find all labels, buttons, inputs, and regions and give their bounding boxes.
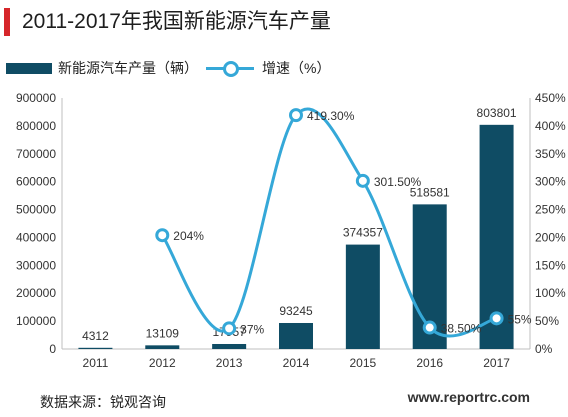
watermark: www.reportrc.com xyxy=(407,389,530,405)
bar-2012 xyxy=(145,345,180,349)
y-right-tick-label: 400% xyxy=(535,119,566,133)
legend-bar-swatch xyxy=(6,63,52,74)
legend-line-label: 增速（%） xyxy=(262,60,331,76)
bar-2015 xyxy=(345,244,380,349)
growth-point-2013 xyxy=(222,321,237,336)
x-tick-label: 2017 xyxy=(483,356,510,370)
bar-label-2017: 803801 xyxy=(477,106,517,120)
x-tick-label: 2013 xyxy=(216,356,243,370)
y-right-tick-label: 150% xyxy=(535,258,566,272)
legend-line-marker xyxy=(223,61,239,77)
bar-label-2014: 93245 xyxy=(279,304,313,318)
y-right-tick-label: 450% xyxy=(535,91,566,105)
y-left-tick-label: 500000 xyxy=(16,203,56,217)
y-left-tick-label: 600000 xyxy=(16,175,56,189)
growth-label-2015: 301.50% xyxy=(374,175,422,189)
y-right-tick-label: 350% xyxy=(535,147,566,161)
y-right-tick-label: 100% xyxy=(535,286,566,300)
growth-point-2015 xyxy=(355,173,370,188)
x-tick-label: 2014 xyxy=(283,356,310,370)
y-left-tick-label: 800000 xyxy=(16,119,56,133)
bar-2011 xyxy=(78,347,113,349)
source-note: 数据来源：锐观咨询 xyxy=(40,394,166,410)
x-tick-label: 2011 xyxy=(83,356,109,370)
bar-2013 xyxy=(212,343,247,349)
y-left-tick-label: 400000 xyxy=(16,230,56,244)
chart-title: 2011-2017年我国新能源汽车产量 xyxy=(22,10,331,33)
x-tick-label: 2012 xyxy=(149,356,176,370)
bar-label-2016: 518581 xyxy=(410,185,450,199)
y-right-tick-label: 50% xyxy=(535,314,559,328)
y-left-tick-label: 900000 xyxy=(16,91,56,105)
x-tick-label: 2015 xyxy=(350,356,377,370)
y-left-tick-label: 100000 xyxy=(16,314,56,328)
legend-bar-label: 新能源汽车产量（辆） xyxy=(58,60,198,76)
growth-point-2016 xyxy=(422,320,437,335)
y-right-tick-label: 0% xyxy=(535,342,553,356)
y-left-tick-label: 0 xyxy=(49,342,56,356)
bar-2014 xyxy=(279,322,313,349)
growth-label-2016: 38.50% xyxy=(441,322,482,336)
growth-point-2012 xyxy=(155,228,170,243)
bar-label-2011: 4312 xyxy=(82,329,109,343)
title-accent-bar xyxy=(4,8,10,36)
y-left-tick-label: 300000 xyxy=(16,258,56,272)
x-tick-label: 2016 xyxy=(416,356,443,370)
growth-label-2012: 204% xyxy=(173,229,204,243)
growth-point-2014 xyxy=(289,108,303,123)
y-left-tick-label: 200000 xyxy=(16,286,56,300)
bar-label-2015: 374357 xyxy=(343,226,383,240)
growth-label-2017: 55% xyxy=(508,312,532,326)
growth-label-2013: 37% xyxy=(240,322,264,336)
y-right-tick-label: 300% xyxy=(535,175,566,189)
y-right-tick-label: 250% xyxy=(535,203,566,217)
growth-label-2014: 419.30% xyxy=(307,109,355,123)
growth-point-2017 xyxy=(489,311,504,326)
y-right-tick-label: 200% xyxy=(535,230,566,244)
y-left-tick-label: 700000 xyxy=(16,147,56,161)
bar-label-2012: 13109 xyxy=(146,326,180,340)
